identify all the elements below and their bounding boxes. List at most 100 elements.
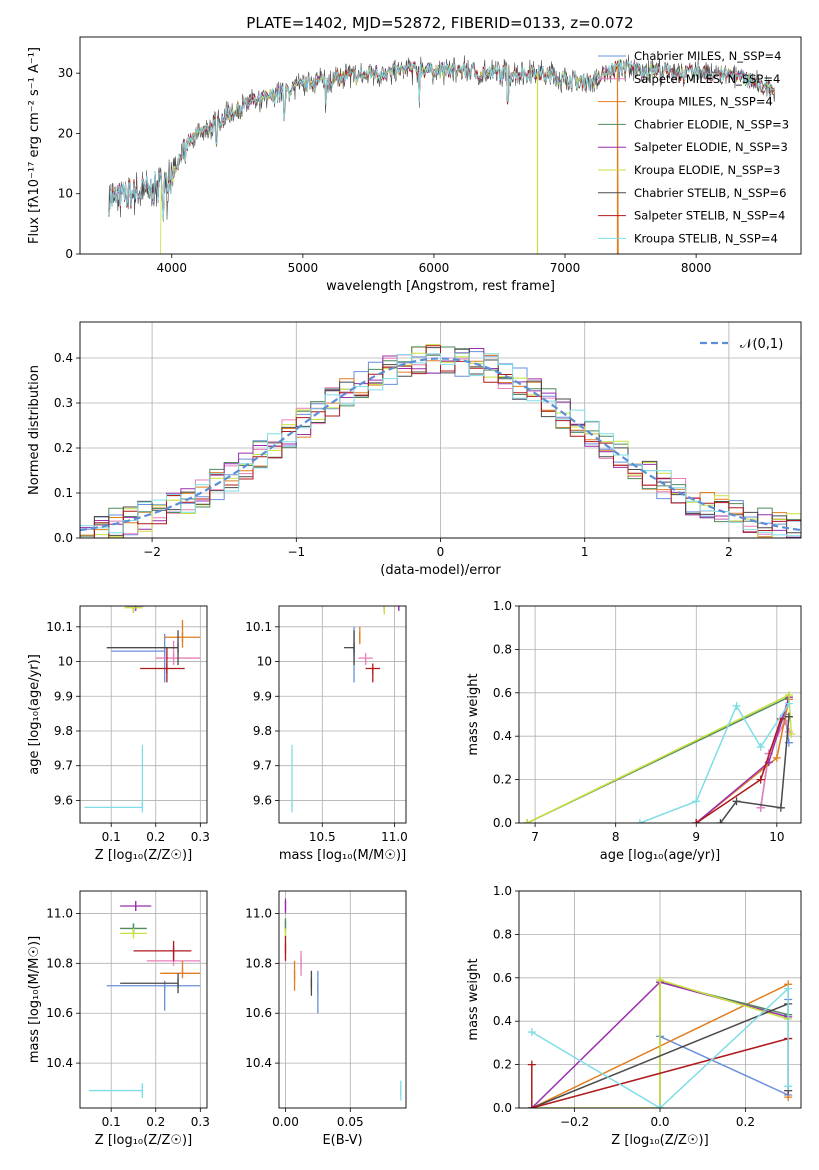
wZ-marks bbox=[527, 975, 793, 1108]
wZ-series-line bbox=[531, 1037, 789, 1108]
figure-title: PLATE=1402, MJD=52872, FIBERID=0133, z=0… bbox=[246, 14, 633, 32]
massZ-tick-label-y: 10.6 bbox=[46, 1006, 73, 1020]
spectrum-tick-label-y: 10 bbox=[58, 187, 73, 201]
wZ-frame bbox=[518, 890, 802, 1109]
wAge-tick-label-y: 0.6 bbox=[493, 686, 512, 700]
wAge-marker bbox=[692, 797, 701, 806]
hist-tick-label-x: 2 bbox=[725, 545, 733, 559]
hist-tick-label-y: 0.1 bbox=[54, 486, 73, 500]
ageM-marks bbox=[291, 606, 400, 813]
spectrum-tick-label-x: 8000 bbox=[681, 261, 712, 275]
massE-tick-label-x: 0.00 bbox=[272, 1115, 299, 1129]
massE-tick-label-y: 10.6 bbox=[245, 1006, 272, 1020]
legend-label: Chabrier MILES, N_SSP=4 bbox=[634, 49, 781, 63]
ageM-tick-label-y: 9.9 bbox=[253, 689, 272, 703]
wZ-tick-label-x: 0.0 bbox=[650, 1115, 669, 1129]
wAge-tick-label-y: 0.2 bbox=[493, 773, 512, 787]
ageZ-tick-label-y: 9.9 bbox=[54, 689, 73, 703]
massE-tick-label-x: 0.05 bbox=[337, 1115, 364, 1129]
wZ-marker bbox=[656, 1104, 664, 1108]
panel-weight-vs-metallicity: −0.2 0.0 0.2 0.0 0.2 0.4 0.6 0.8 1.0 Z [log₁₀(Z/Z… bbox=[466, 884, 802, 1148]
panel-age-vs-mass: 10.5 11.0 9.6 9.7 9.8 9.9 10 10.1 mass [log₁₀(M/… bbox=[245, 605, 408, 863]
wAge-tick-label-x: 9 bbox=[692, 830, 700, 844]
wZ-tick-label-y: 0.8 bbox=[493, 927, 512, 941]
wAge-marker bbox=[772, 753, 781, 762]
ageM-tick-label-y: 10.1 bbox=[245, 620, 272, 634]
ageZ-tick-label-x: 0.2 bbox=[146, 830, 165, 844]
wAge-series-line bbox=[719, 716, 790, 823]
spectrum-tick-label-y: 20 bbox=[58, 126, 73, 140]
panel-age-vs-metallicity: 0.1 0.2 0.3 9.6 9.7 9.8 9.9 10 10.1 Z [log₁₀(Z/Z☉… bbox=[27, 605, 210, 863]
massZ-tick-label-x: 0.1 bbox=[102, 1115, 121, 1129]
legend-label: Chabrier STELIB, N_SSP=6 bbox=[634, 186, 786, 200]
wZ-ylabel: mass weight bbox=[466, 958, 481, 1040]
legend-label: Salpeter ELODIE, N_SSP=3 bbox=[634, 140, 788, 154]
wZ-marker bbox=[527, 1060, 536, 1069]
massZ-marks bbox=[88, 900, 201, 1099]
ageM-frame bbox=[278, 605, 407, 824]
wZ-tick-label-y: 0.0 bbox=[493, 1101, 512, 1115]
ageM-tick-label-x: 11.0 bbox=[381, 830, 408, 844]
massE-plot-area bbox=[279, 891, 406, 1108]
ageM-tick-label-y: 9.7 bbox=[253, 759, 272, 773]
ageZ-tick-label-x: 0.3 bbox=[191, 830, 210, 844]
ageM-tick-label-y: 9.6 bbox=[253, 793, 272, 807]
massZ-tick-label-x: 0.2 bbox=[146, 1115, 165, 1129]
spectrum-tick-label-x: 7000 bbox=[550, 261, 581, 275]
wZ-marker bbox=[656, 975, 664, 984]
ageM-xlabel: mass [log₁₀(M/M☉)] bbox=[279, 848, 406, 863]
wZ-tick-label-y: 0.4 bbox=[493, 1014, 512, 1028]
legend-label: Kroupa ELODIE, N_SSP=3 bbox=[634, 163, 780, 177]
wAge-marker bbox=[523, 819, 532, 823]
ageM-tick-label-y: 9.8 bbox=[253, 724, 272, 738]
ageZ-frame bbox=[79, 605, 208, 824]
hist-series-step bbox=[80, 352, 801, 537]
legend-label: Salpeter MILES, N_SSP=4 bbox=[634, 72, 780, 86]
wAge-tick-label-y: 1.0 bbox=[493, 599, 512, 613]
panel-mass-vs-extinction: 0.00 0.05 10.4 10.6 10.8 11.0 E(B-V) bbox=[245, 890, 407, 1148]
hist-tick-label-y: 0.4 bbox=[54, 351, 73, 365]
hist-tick-label-x: −2 bbox=[143, 545, 161, 559]
spectrum-legend: Chabrier MILES, N_SSP=4 Salpeter MILES, N… bbox=[598, 49, 789, 245]
spectrum-xlabel: wavelength [Angstrom, rest frame] bbox=[326, 279, 555, 294]
massE-tick-label-y: 10.8 bbox=[245, 956, 272, 970]
wZ-xlabel: Z [log₁₀(Z/Z☉)] bbox=[611, 1133, 708, 1148]
wAge-marker bbox=[784, 690, 793, 699]
wZ-tick-label-y: 0.6 bbox=[493, 971, 512, 985]
massE-frame bbox=[278, 890, 407, 1109]
legend-label: Kroupa MILES, N_SSP=4 bbox=[634, 95, 773, 109]
wAge-tick-label-x: 7 bbox=[531, 830, 539, 844]
panel-residual-histogram: −2 −1 0 1 2 0.0 0.1 0.2 0.3 0.4 (data-model)/error… bbox=[27, 321, 802, 578]
wAge-tick-label-x: 8 bbox=[612, 830, 620, 844]
ageZ-xlabel: Z [log₁₀(Z/Z☉)] bbox=[95, 848, 192, 863]
massE-tick-label-y: 10.4 bbox=[245, 1056, 272, 1070]
spectrum-marks bbox=[108, 54, 776, 254]
wZ-marker bbox=[784, 1082, 793, 1091]
spectrum-tick-label-x: 6000 bbox=[419, 261, 450, 275]
hist-tick-label-y: 0.2 bbox=[54, 441, 73, 455]
legend-label: Salpeter STELIB, N_SSP=4 bbox=[634, 209, 785, 223]
wAge-marker bbox=[635, 819, 644, 823]
hist-ylabel: Normed distribution bbox=[27, 365, 42, 495]
hist-tick-label-x: 0 bbox=[437, 545, 445, 559]
ageZ-tick-label-y: 10 bbox=[58, 655, 73, 669]
ageZ-marks bbox=[84, 606, 201, 813]
wAge-marker bbox=[784, 712, 793, 721]
ageZ-tick-label-y: 9.8 bbox=[54, 724, 73, 738]
wAge-plot-area bbox=[519, 606, 801, 823]
wAge-marker bbox=[716, 819, 725, 823]
hist-normal-curve bbox=[80, 357, 801, 532]
wZ-tick-label-y: 0.2 bbox=[493, 1058, 512, 1072]
massZ-tick-label-y: 11.0 bbox=[46, 906, 73, 920]
ageZ-plot-area bbox=[80, 606, 207, 823]
ageM-tick-label-y: 10 bbox=[257, 655, 272, 669]
spectrum-tick-label-y: 30 bbox=[58, 66, 73, 80]
hist-tick-label-x: 1 bbox=[581, 545, 589, 559]
legend-label: Chabrier ELODIE, N_SSP=3 bbox=[634, 117, 789, 131]
wAge-xlabel: age [log₁₀(age/yr)] bbox=[600, 848, 721, 863]
wAge-marks bbox=[523, 690, 796, 823]
wAge-tick-label-y: 0.0 bbox=[493, 816, 512, 830]
ageZ-ylabel: age [log₁₀(age/yr)] bbox=[27, 654, 42, 775]
wAge-marker bbox=[784, 699, 793, 708]
